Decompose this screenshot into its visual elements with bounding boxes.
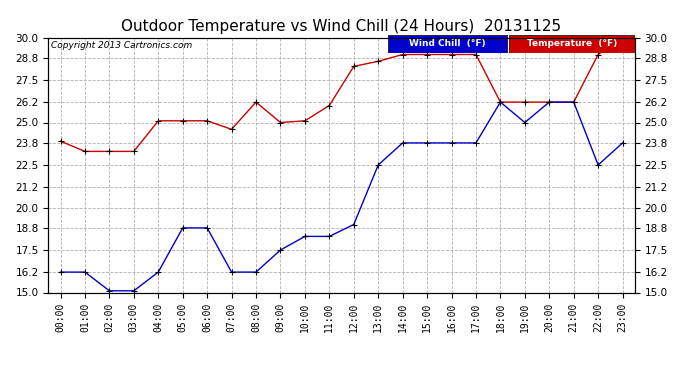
Text: Copyright 2013 Cartronics.com: Copyright 2013 Cartronics.com [51, 41, 193, 50]
Title: Outdoor Temperature vs Wind Chill (24 Hours)  20131125: Outdoor Temperature vs Wind Chill (24 Ho… [121, 19, 562, 34]
